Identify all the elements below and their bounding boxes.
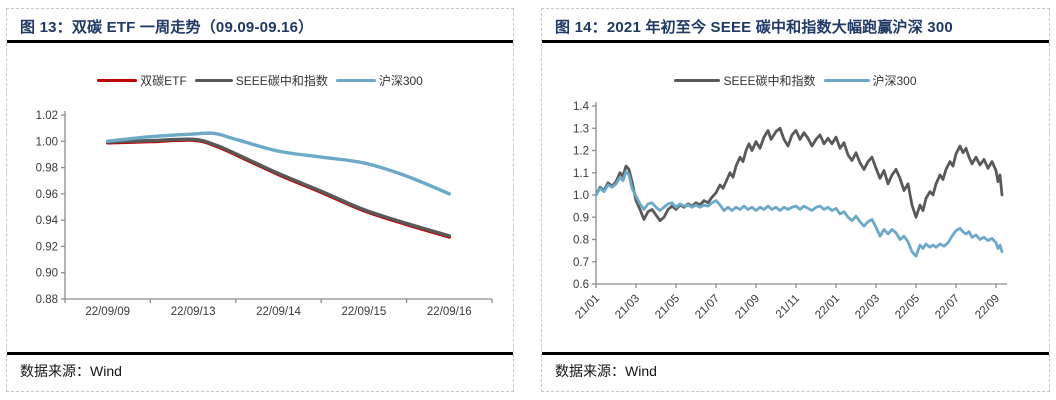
- x-tick-label: 21/01: [573, 293, 602, 322]
- y-tick-label: 0.6: [573, 279, 589, 291]
- y-tick-label: 1.00: [36, 136, 58, 148]
- chart-legend: SEEE碳中和指数 沪深300: [542, 71, 1049, 89]
- y-tick-label: 0.96: [36, 189, 58, 201]
- y-tick-label: 0.90: [36, 268, 58, 280]
- y-tick-label: 0.88: [36, 294, 58, 306]
- legend-item: SEEE碳中和指数: [194, 72, 328, 89]
- series-line-1: [594, 170, 1004, 258]
- title-rule: [7, 40, 513, 43]
- etf-week-line-chart: 1.02 1.00 0.98 0.96 0.94 0.92 0.90 0.88 22/09/09…: [36, 110, 493, 318]
- x-tick-label: 22/09/15: [342, 306, 387, 318]
- figure-13-panel: 图 13：双碳 ETF 一周走势（09.09-09.16） 双碳ETF SEEE碳…: [6, 8, 514, 392]
- x-tick-label: 21/07: [693, 293, 722, 322]
- legend-label: 双碳ETF: [140, 73, 187, 88]
- y-tick-label: 1.1: [573, 168, 589, 180]
- y-axis: [61, 111, 66, 300]
- y-tick-label: 0.8: [573, 235, 589, 247]
- legend-label: 沪深300: [378, 73, 423, 88]
- legend-item: 双碳ETF: [97, 72, 187, 89]
- x-tick-label: 22/09/14: [256, 306, 301, 318]
- y-tick-label: 0.94: [36, 215, 59, 227]
- data-source-label: 数据来源：Wind: [20, 363, 122, 379]
- y-axis: [592, 102, 597, 285]
- source-rule: [542, 352, 1049, 355]
- index-comparison-line-chart: 1.4 1.3 1.2 1.1 1.0 0.9 0.8 0.7 0.6 21/01 21/03 21/…: [573, 101, 1007, 322]
- title-rule: [542, 40, 1049, 43]
- y-tick-label: 1.3: [573, 123, 589, 135]
- x-tick-label: 22/03: [853, 293, 882, 322]
- figure-14-panel: 图 14：2021 年初至今 SEEE 碳中和指数大幅跑赢沪深 300 SEEE…: [541, 8, 1050, 392]
- legend-swatch: [97, 78, 138, 82]
- x-tick-label: 22/07: [933, 293, 962, 322]
- legend-item: 沪深300: [823, 72, 917, 89]
- x-tick-label: 22/09/13: [171, 306, 216, 318]
- y-tick-label: 0.92: [36, 241, 58, 253]
- figure-14-title: 图 14：2021 年初至今 SEEE 碳中和指数大幅跑赢沪深 300: [555, 19, 953, 36]
- x-axis: [595, 283, 1007, 288]
- series-line-1: [106, 137, 451, 238]
- x-axis: [64, 298, 493, 303]
- series-line-0: [594, 126, 1004, 222]
- x-tick-label: 22/09/16: [427, 306, 472, 318]
- y-tick-label: 1.4: [573, 101, 590, 113]
- series-line-2: [106, 131, 451, 196]
- y-tick-label: 0.98: [36, 163, 58, 175]
- legend-swatch: [194, 78, 233, 82]
- legend-swatch: [335, 78, 376, 82]
- legend-swatch: [674, 78, 721, 82]
- legend-label: SEEE碳中和指数: [235, 73, 328, 88]
- data-source-label: 数据来源：Wind: [555, 363, 657, 379]
- figure-13-title: 图 13：双碳 ETF 一周走势（09.09-09.16）: [20, 19, 314, 36]
- x-tick-label: 21/05: [653, 293, 682, 322]
- y-tick-label: 1.02: [36, 110, 58, 122]
- y-tick-label: 0.7: [573, 257, 589, 269]
- x-tick-label: 21/09: [733, 293, 762, 322]
- source-rule: [7, 352, 513, 355]
- legend-item: 沪深300: [335, 72, 423, 89]
- legend-label: SEEE碳中和指数: [723, 73, 816, 88]
- x-tick-label: 21/03: [613, 293, 642, 322]
- x-tick-label: 22/01: [813, 293, 842, 322]
- x-tick-label: 22/05: [893, 293, 922, 322]
- x-tick-label: 22/09: [973, 293, 1002, 322]
- y-tick-label: 1.2: [573, 146, 589, 158]
- x-tick-label: 22/09/09: [85, 306, 130, 318]
- legend-label: 沪深300: [872, 73, 917, 88]
- chart-legend: 双碳ETF SEEE碳中和指数 沪深300: [7, 71, 513, 89]
- y-tick-label: 1.0: [573, 190, 589, 202]
- x-tick-label: 21/11: [774, 293, 802, 321]
- legend-swatch: [823, 78, 870, 82]
- y-tick-label: 0.9: [573, 212, 589, 224]
- legend-item: SEEE碳中和指数: [674, 72, 816, 89]
